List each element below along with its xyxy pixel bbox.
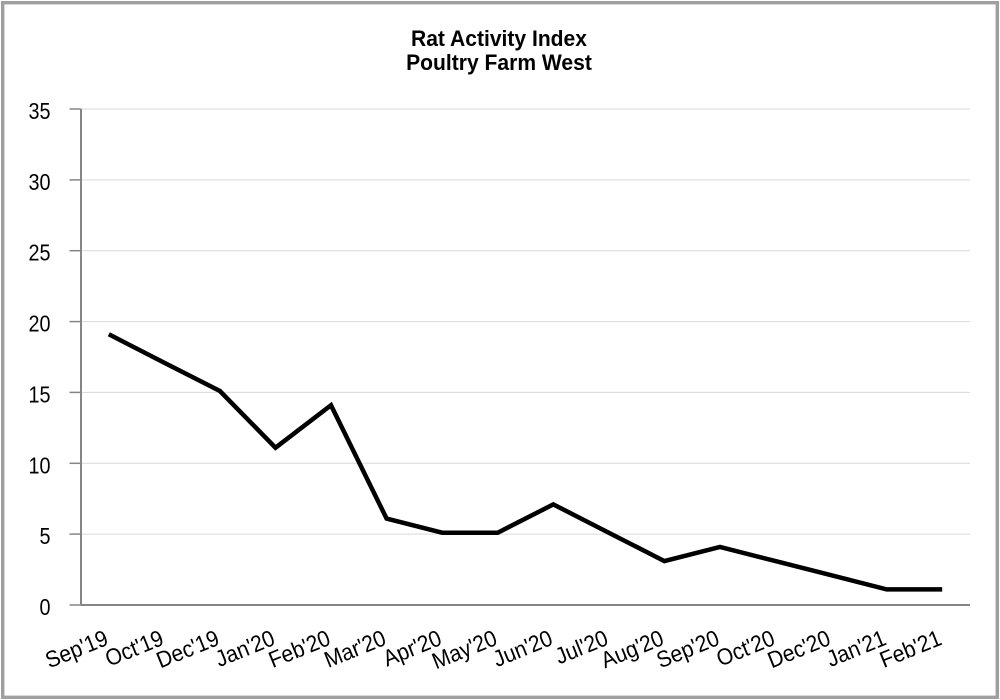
svg-text:20: 20 bbox=[28, 311, 50, 337]
svg-text:35: 35 bbox=[28, 99, 50, 125]
svg-text:15: 15 bbox=[28, 382, 50, 408]
svg-text:25: 25 bbox=[28, 240, 50, 266]
svg-text:0: 0 bbox=[39, 595, 50, 621]
svg-text:5: 5 bbox=[39, 524, 50, 550]
svg-text:30: 30 bbox=[28, 170, 50, 196]
svg-text:10: 10 bbox=[28, 453, 50, 479]
svg-text:Rat Activity Index: Rat Activity Index bbox=[411, 27, 587, 51]
svg-text:Poultry Farm West: Poultry Farm West bbox=[406, 51, 592, 75]
